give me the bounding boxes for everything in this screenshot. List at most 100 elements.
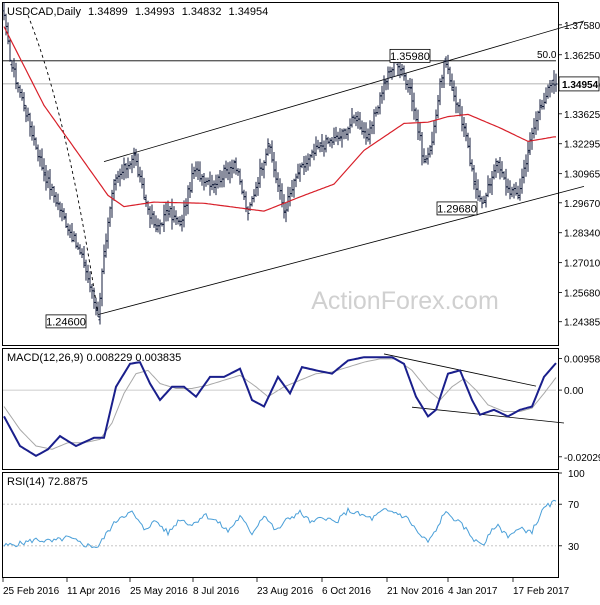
ohlc-bar bbox=[112, 179, 116, 201]
ohlc-bar bbox=[102, 244, 106, 275]
rsi-line bbox=[3, 499, 557, 549]
macd-panel-title: MACD(12,26,9) 0.008229 0.003835 bbox=[7, 352, 181, 364]
ohlc-bar bbox=[266, 138, 270, 156]
ohlc-bar bbox=[30, 121, 34, 141]
ohlc-bar bbox=[328, 137, 332, 147]
ohlc-bar bbox=[212, 180, 216, 194]
date-tick-label: 17 Feb 2017 bbox=[513, 586, 570, 597]
low-annotation-box bbox=[45, 314, 87, 329]
price-tick-label: 1.36250 bbox=[564, 51, 600, 62]
ohlc-bar bbox=[468, 137, 472, 167]
ohlc-bar bbox=[218, 169, 222, 188]
ohlc-bar bbox=[438, 78, 442, 106]
ohlc-bar bbox=[134, 148, 138, 166]
chart-title: USDCAD,Daily bbox=[7, 6, 81, 18]
ohlc-bar bbox=[326, 136, 330, 145]
ohlc-bar bbox=[324, 134, 328, 153]
ohlc-bar bbox=[548, 80, 552, 98]
ohlc-bar bbox=[362, 122, 366, 139]
ohlc-bar bbox=[80, 248, 84, 258]
price-tick-label: 1.37580 bbox=[564, 21, 600, 32]
ohlc-bar bbox=[332, 127, 336, 146]
date-tick-label: 25 Feb 2016 bbox=[3, 586, 60, 597]
ohlc-bar bbox=[8, 38, 12, 62]
ohlc-bar bbox=[364, 122, 368, 145]
ohlc-bar bbox=[14, 62, 18, 90]
ohlc-bar bbox=[188, 181, 192, 199]
ohlc-bar bbox=[122, 157, 126, 181]
ohlc-bar bbox=[510, 186, 514, 198]
ohlc-close: 1.34954 bbox=[229, 6, 269, 18]
swing-low-annotation-box bbox=[436, 201, 478, 216]
ohlc-bar bbox=[368, 120, 372, 145]
ohlc-bar bbox=[86, 264, 90, 283]
ohlc-bar bbox=[428, 145, 432, 158]
ohlc-bar bbox=[38, 149, 42, 167]
rsi-panel-frame bbox=[2, 472, 559, 578]
ohlc-bar bbox=[184, 198, 188, 216]
ohlc-bar bbox=[270, 140, 274, 163]
ohlc-bar bbox=[446, 54, 450, 75]
ohlc-bar bbox=[320, 134, 324, 152]
ohlc-bar bbox=[118, 168, 122, 187]
price-tick-label: 1.25680 bbox=[564, 289, 600, 300]
ohlc-bar bbox=[552, 70, 556, 94]
ohlc-bar bbox=[24, 105, 28, 123]
ohlc-bar bbox=[520, 168, 524, 194]
ohlc-bar bbox=[348, 118, 352, 134]
ohlc-bar bbox=[114, 174, 118, 191]
ohlc-bar bbox=[168, 206, 172, 218]
ohlc-bar bbox=[500, 161, 504, 178]
date-tick-label: 6 Oct 2016 bbox=[322, 586, 371, 597]
price-tick-label: 1.28340 bbox=[564, 229, 600, 240]
ohlc-bar bbox=[502, 171, 506, 180]
date-tick-label: 23 Aug 2016 bbox=[257, 586, 314, 597]
ohlc-bar bbox=[72, 231, 76, 243]
ohlc-bar bbox=[232, 159, 236, 174]
ohlc-bar bbox=[158, 219, 162, 235]
ohlc-bar bbox=[166, 200, 170, 222]
ohlc-bar bbox=[228, 161, 232, 184]
ohlc-bar bbox=[360, 120, 364, 135]
ohlc-bar bbox=[108, 206, 112, 227]
ohlc-low: 1.34832 bbox=[182, 6, 222, 18]
ohlc-bar bbox=[242, 189, 246, 201]
ohlc-bar bbox=[488, 178, 492, 194]
ohlc-bar bbox=[192, 166, 196, 180]
ohlc-bar bbox=[290, 180, 294, 197]
ohlc-bar bbox=[274, 161, 278, 184]
ohlc-bar bbox=[458, 98, 462, 117]
macd-panel-frame bbox=[2, 348, 559, 470]
ohlc-bar bbox=[66, 223, 70, 236]
ohlc-bar bbox=[480, 196, 484, 209]
ohlc-bar bbox=[82, 246, 86, 268]
ohlc-bar bbox=[18, 85, 22, 98]
ohlc-bar bbox=[32, 125, 36, 146]
ohlc-bar bbox=[250, 196, 254, 207]
ohlc-bar bbox=[174, 210, 178, 226]
ohlc-bar bbox=[42, 158, 46, 182]
ohlc-bar bbox=[54, 191, 58, 207]
ohlc-bar bbox=[268, 144, 272, 154]
ohlc-bar bbox=[478, 190, 482, 202]
ohlc-bar bbox=[100, 268, 104, 307]
ohlc-bar bbox=[20, 88, 24, 101]
ohlc-bar bbox=[422, 148, 426, 164]
ohlc-bar bbox=[448, 66, 452, 87]
ohlc-bar bbox=[278, 178, 282, 200]
price-tick-label: 1.30965 bbox=[564, 170, 600, 181]
ohlc-bar bbox=[476, 179, 480, 201]
ohlc-bar bbox=[238, 168, 242, 185]
ohlc-bar bbox=[490, 170, 494, 196]
ohlc-bar bbox=[70, 222, 74, 243]
high-annotation: 1.35980 bbox=[389, 48, 431, 63]
ohlc-bar bbox=[518, 178, 522, 201]
moving-average-line bbox=[3, 26, 556, 212]
ohlc-bar bbox=[200, 174, 204, 186]
rsi-tick-label: 30 bbox=[568, 542, 580, 553]
ohlc-bar bbox=[60, 203, 64, 222]
ohlc-bar bbox=[294, 173, 298, 188]
ohlc-bar bbox=[482, 195, 486, 204]
ohlc-bar bbox=[376, 105, 380, 115]
macd-line bbox=[3, 356, 557, 457]
